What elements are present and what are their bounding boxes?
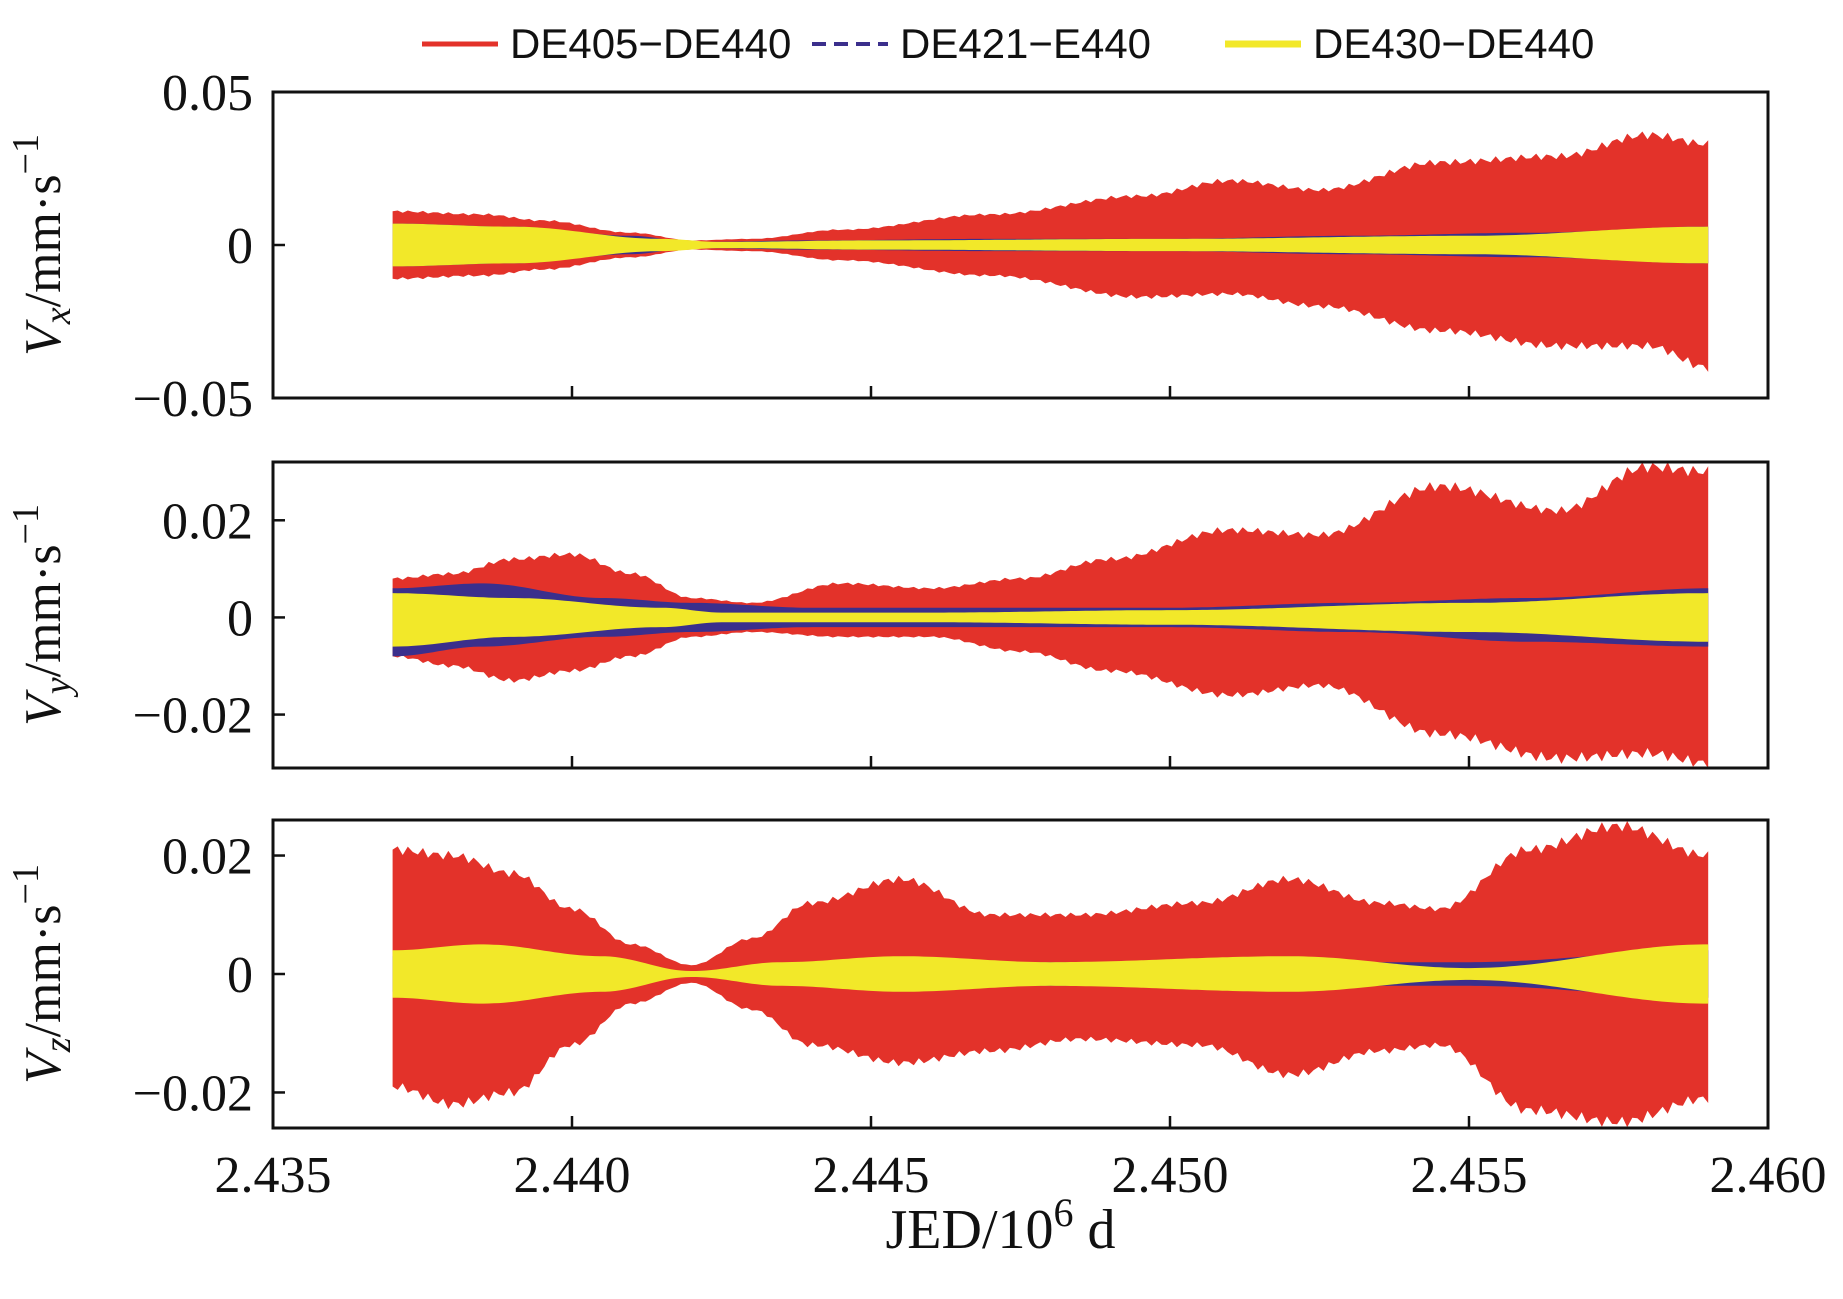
y-label-sup: −1 (5, 504, 47, 544)
x-tick-label: 2.445 (813, 1147, 930, 1204)
panel-vy: 0.02 0 −0.02 Vy/mm·s−1 (5, 460, 1770, 770)
y-tick-label: −0.02 (133, 688, 253, 745)
y-label-unit: /mm·s (15, 174, 72, 307)
legend-label: DE405−DE440 (510, 20, 791, 67)
band-de430-de440 (392, 223, 1709, 267)
legend-label: DE430−DE440 (1313, 20, 1594, 67)
x-tick-label: 2.440 (514, 1147, 631, 1204)
x-tick-label: 2.435 (215, 1147, 332, 1204)
y-label-sub: z (37, 1037, 79, 1053)
legend: DE405−DE440 DE421−E440 DE430−DE440 (422, 20, 1594, 67)
x-tick-label: 2.460 (1710, 1147, 1827, 1204)
y-axis-label: Vz/mm·s−1 (5, 864, 79, 1084)
y-tick-label: −0.05 (133, 371, 253, 428)
x-label-sup: 6 (1054, 1190, 1074, 1235)
y-tick-label: −0.02 (133, 1065, 253, 1122)
x-label-base: JED/10 (886, 1199, 1054, 1261)
legend-label: DE421−E440 (900, 20, 1151, 67)
x-tick-label: 2.450 (1112, 1147, 1229, 1204)
y-tick-label: 0.02 (162, 493, 253, 550)
band-de405-de440 (392, 131, 1709, 372)
y-tick-label: 0 (227, 947, 253, 1004)
band-de430-de440 (392, 944, 1709, 1004)
y-tick-label: 0 (227, 590, 253, 647)
panel-frame (271, 460, 1770, 770)
y-label-sub: x (37, 307, 79, 325)
y-label-sup: −1 (5, 864, 47, 904)
y-label-var: V (15, 1047, 72, 1084)
x-label-unit: d (1074, 1199, 1116, 1261)
band-de430-de440 (392, 593, 1709, 647)
panels: 0.050−0.05Vx/mm·s−10.020−0.02Vy/mm·s−10.… (5, 65, 1770, 1130)
y-label-unit: /mm·s (15, 904, 72, 1037)
x-axis: 2.435 2.440 2.445 2.450 2.455 2.460 JED/106 d (215, 1147, 1827, 1261)
y-tick-label: 0.05 (162, 65, 253, 122)
y-tick-label: 0 (227, 218, 253, 275)
y-axis-label: Vx/mm·s−1 (5, 134, 79, 356)
x-axis-label: JED/106 d (886, 1190, 1116, 1261)
y-label-sub: y (37, 677, 79, 698)
panel-vz: 0.02 0 −0.02 Vz/mm·s−1 (5, 818, 1770, 1130)
y-label-var: V (15, 319, 72, 356)
y-label-var: V (15, 689, 72, 726)
y-axis-label: Vy/mm·s−1 (5, 504, 79, 726)
y-label-unit: /mm·s (15, 544, 72, 677)
x-tick-label: 2.455 (1411, 1147, 1528, 1204)
y-label-sup: −1 (5, 134, 47, 174)
y-tick-label: 0.02 (162, 829, 253, 886)
panel-vx: 0.05 0 −0.05 Vx/mm·s−1 (5, 65, 1770, 428)
